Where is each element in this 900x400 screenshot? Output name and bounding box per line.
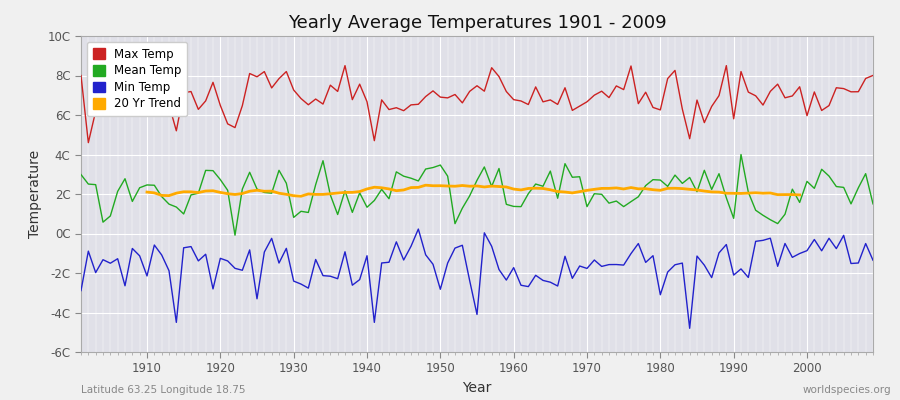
X-axis label: Year: Year [463, 381, 491, 395]
Text: Latitude 63.25 Longitude 18.75: Latitude 63.25 Longitude 18.75 [81, 385, 246, 395]
Title: Yearly Average Temperatures 1901 - 2009: Yearly Average Temperatures 1901 - 2009 [288, 14, 666, 32]
Text: worldspecies.org: worldspecies.org [803, 385, 891, 395]
Y-axis label: Temperature: Temperature [28, 150, 42, 238]
Legend: Max Temp, Mean Temp, Min Temp, 20 Yr Trend: Max Temp, Mean Temp, Min Temp, 20 Yr Tre… [87, 42, 187, 116]
